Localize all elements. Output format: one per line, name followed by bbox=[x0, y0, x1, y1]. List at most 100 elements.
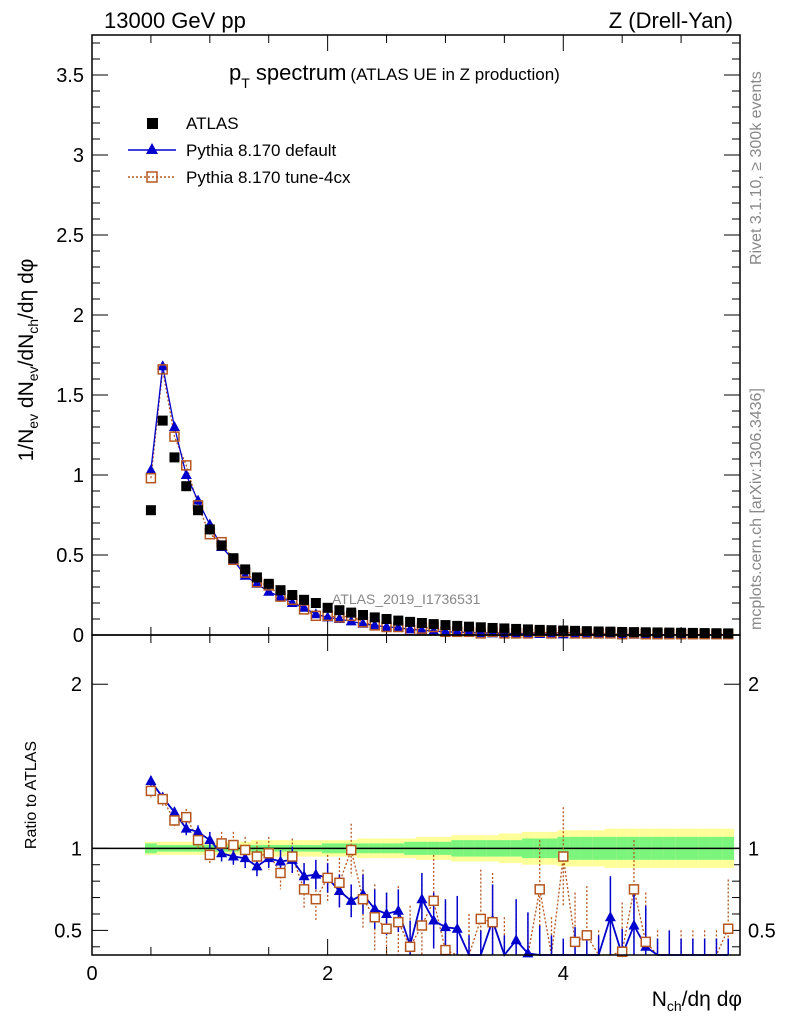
point-atlas bbox=[640, 627, 651, 638]
ratio-point-tune bbox=[287, 851, 298, 862]
point-default bbox=[251, 577, 263, 588]
point-atlas bbox=[511, 623, 522, 634]
point-atlas bbox=[475, 622, 486, 633]
rivet-label: Rivet 3.1.10, ≥ 300k events bbox=[748, 71, 765, 265]
ratio-frame bbox=[91, 634, 741, 956]
ratio-point-tune bbox=[640, 936, 651, 948]
title-p: p bbox=[229, 60, 241, 85]
ratio-point-tune bbox=[157, 793, 168, 805]
ratio-xtick-label: 2 bbox=[322, 963, 333, 985]
point-atlas bbox=[699, 628, 710, 639]
point-tune bbox=[157, 364, 168, 375]
point-atlas bbox=[499, 623, 510, 634]
point-atlas bbox=[723, 628, 734, 639]
legend-tune-label: Pythia 8.170 tune-4cx bbox=[186, 168, 351, 187]
point-atlas bbox=[405, 616, 416, 627]
point-atlas bbox=[204, 524, 215, 535]
ratio-point-default bbox=[510, 934, 522, 945]
ratio-point-default bbox=[216, 847, 228, 858]
main-ytick-label: 1.5 bbox=[56, 385, 84, 407]
point-default bbox=[180, 469, 192, 479]
ratio-point-tune bbox=[558, 851, 569, 862]
ratio-ytick-label: 2 bbox=[71, 674, 82, 696]
ratio-point-default bbox=[369, 903, 381, 914]
ratio-point-tune bbox=[310, 893, 322, 905]
ratio-point-tune bbox=[440, 944, 451, 956]
ratio-point-tune bbox=[345, 844, 357, 856]
ratio-ytick-label-right: 2 bbox=[748, 674, 759, 696]
ratio-point-tune bbox=[334, 877, 345, 889]
ratio-xtick-label: 4 bbox=[558, 963, 569, 985]
point-atlas bbox=[452, 620, 463, 631]
main-ytick-label: 3 bbox=[73, 145, 84, 167]
point-atlas bbox=[181, 481, 192, 492]
ratio-point-default bbox=[416, 893, 428, 904]
title-sub: T bbox=[241, 75, 250, 91]
ratio-point-tune bbox=[616, 946, 628, 957]
point-default bbox=[322, 611, 334, 622]
point-atlas bbox=[605, 626, 616, 637]
main-ytick-label: 0 bbox=[73, 625, 84, 647]
ratio-point-tune bbox=[369, 912, 381, 923]
header-right: Z (Drell-Yan) bbox=[609, 8, 733, 33]
point-atlas bbox=[581, 626, 592, 637]
title-word: spectrum bbox=[250, 60, 347, 85]
point-default bbox=[263, 585, 275, 596]
point-atlas bbox=[145, 505, 156, 516]
point-default bbox=[298, 601, 310, 612]
mcplots-label: mcplots.cern.ch [arXiv:1306.3436] bbox=[748, 388, 765, 630]
point-atlas bbox=[381, 614, 392, 624]
point-atlas bbox=[157, 415, 168, 426]
ratio-point-tune bbox=[581, 930, 593, 941]
point-atlas bbox=[687, 627, 698, 638]
point-atlas bbox=[617, 626, 628, 637]
ratio-point-default bbox=[251, 860, 263, 871]
point-default bbox=[168, 421, 180, 431]
point-atlas bbox=[593, 626, 604, 637]
point-tune bbox=[310, 610, 322, 622]
ratio-point-tune bbox=[475, 913, 487, 925]
point-atlas bbox=[393, 615, 404, 626]
ratio-panel: 0 2 4 0.5 0.5 1 1 2 2 bbox=[54, 635, 776, 985]
point-atlas bbox=[322, 602, 333, 613]
point-atlas bbox=[546, 625, 557, 636]
point-atlas bbox=[464, 621, 475, 632]
main-ytick-label: 2 bbox=[73, 305, 84, 327]
point-atlas bbox=[416, 618, 427, 628]
ratio-point-default bbox=[310, 868, 322, 879]
point-atlas bbox=[628, 627, 639, 638]
point-default bbox=[404, 623, 416, 634]
ratio-point-tune bbox=[322, 872, 333, 884]
point-tune bbox=[145, 472, 157, 484]
ratio-ytick-label-right: 1 bbox=[748, 838, 759, 860]
legend-atlas-marker bbox=[147, 118, 158, 129]
legend-default-label: Pythia 8.170 default bbox=[186, 141, 337, 160]
point-atlas bbox=[558, 625, 569, 636]
legend-atlas-label: ATLAS bbox=[186, 114, 239, 133]
header-left: 13000 GeV pp bbox=[104, 8, 246, 33]
point-default bbox=[369, 619, 381, 630]
point-atlas bbox=[310, 598, 321, 608]
ratio-point-tune bbox=[534, 884, 545, 895]
ratio-point-default bbox=[345, 894, 357, 905]
x-axis-label: Nch/dη dφ bbox=[652, 988, 742, 1014]
title-detail: (ATLAS UE in Z production) bbox=[350, 65, 559, 84]
point-atlas bbox=[287, 590, 298, 600]
ratio-point-default bbox=[298, 870, 310, 881]
ratio-point-tune bbox=[298, 884, 310, 895]
ratio-point-tune bbox=[393, 916, 404, 928]
point-atlas bbox=[193, 505, 204, 516]
ratio-point-tune bbox=[381, 923, 392, 934]
point-atlas bbox=[664, 627, 675, 638]
point-atlas bbox=[263, 578, 274, 589]
ratio-point-default bbox=[628, 919, 640, 930]
point-default bbox=[333, 613, 345, 623]
ratio-point-tune bbox=[239, 844, 251, 856]
main-ylabel: 1/Nev dNev/dNch/dη dφ bbox=[15, 259, 41, 462]
point-atlas bbox=[522, 624, 533, 635]
point-default bbox=[357, 617, 369, 628]
point-atlas bbox=[369, 612, 380, 623]
legend: ATLAS Pythia 8.170 default Pythia 8.170 … bbox=[128, 114, 351, 187]
point-default bbox=[310, 608, 322, 619]
